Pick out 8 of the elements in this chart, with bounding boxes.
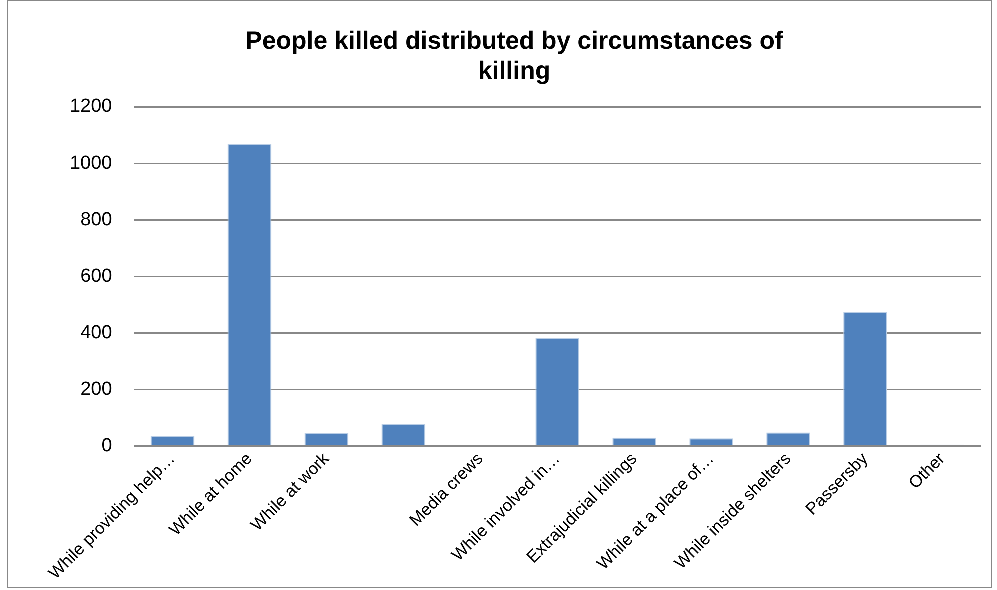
y-tick-label: 400: [80, 322, 112, 344]
y-tick-label: 800: [80, 209, 112, 230]
y-tick-label: 1000: [70, 152, 112, 174]
chart-title: People killed distributed by circumstances of killing: [246, 26, 784, 85]
y-tick-label: 600: [80, 266, 112, 287]
y-tick-label: 0: [102, 436, 112, 457]
y-tick-label: 1200: [70, 96, 112, 118]
y-tick-label: 200: [80, 378, 112, 400]
